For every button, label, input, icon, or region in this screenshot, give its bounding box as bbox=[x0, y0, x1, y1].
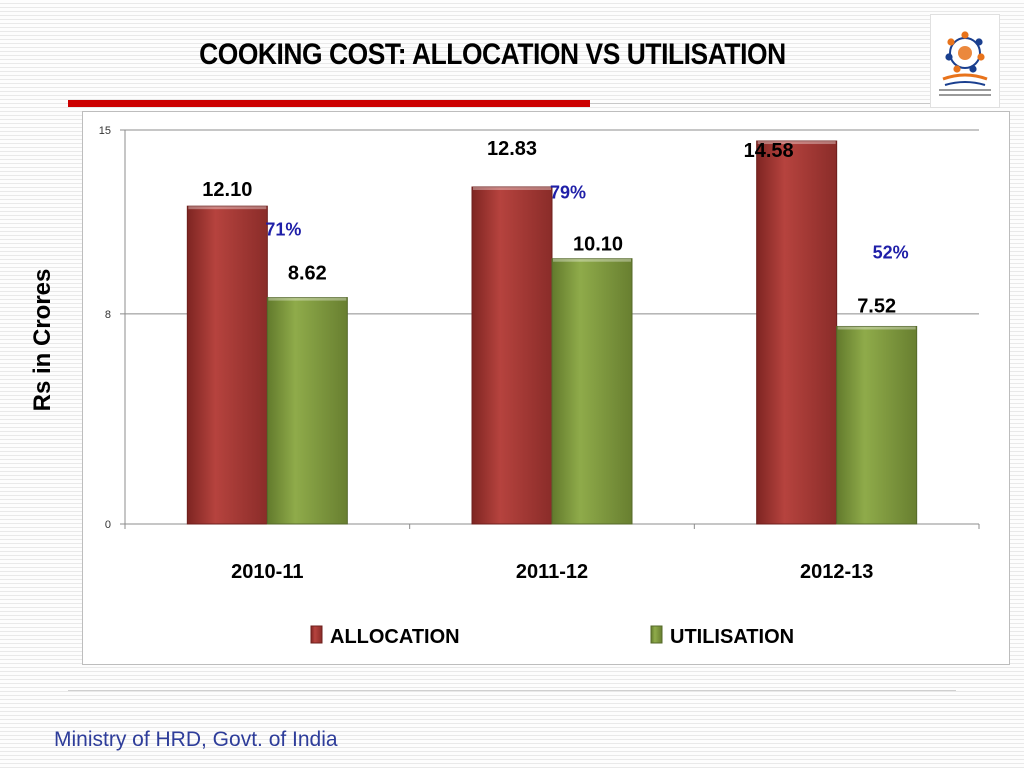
bar-highlight bbox=[837, 326, 916, 330]
mid-day-meal-logo bbox=[930, 14, 1000, 108]
bar-highlight bbox=[757, 141, 836, 145]
x-tick-label: 2010-11 bbox=[231, 561, 303, 583]
data-label: 7.52 bbox=[857, 295, 896, 317]
slide-title: COOKING COST: ALLOCATION VS UTILISATION bbox=[199, 38, 786, 71]
bar-allocation-2012-13 bbox=[756, 140, 838, 525]
bar-allocation-2010-11 bbox=[186, 205, 268, 525]
legend-label-allocation: ALLOCATION bbox=[330, 626, 460, 648]
bar-utilisation-2010-11 bbox=[266, 297, 348, 525]
data-label: 8.62 bbox=[288, 263, 327, 285]
footer-divider bbox=[68, 690, 956, 691]
x-tick-label: 2012-13 bbox=[800, 561, 873, 583]
bar-utilisation-2011-12 bbox=[551, 258, 633, 525]
title-underline-grey bbox=[590, 103, 930, 104]
legend-swatch-utilisation bbox=[650, 625, 663, 644]
legend-swatch-allocation bbox=[310, 625, 323, 644]
bar-highlight bbox=[188, 206, 267, 210]
utilisation-percent-annotation: 79% bbox=[550, 183, 586, 203]
utilisation-percent-annotation: 52% bbox=[873, 242, 909, 262]
bar-allocation-2011-12 bbox=[471, 186, 553, 525]
bar-highlight bbox=[268, 297, 347, 301]
utilisation-percent-annotation: 71% bbox=[265, 220, 301, 240]
y-axis-label: Rs in Crores bbox=[29, 268, 56, 412]
footer-text: Ministry of HRD, Govt. of India bbox=[54, 728, 338, 751]
bar-chart: 0 8 15 12.10 8.62 71% 2010-11 12.83 10.10 79% 201… bbox=[99, 125, 980, 648]
y-tick-label: 15 bbox=[99, 125, 111, 137]
y-tick-label: 8 bbox=[105, 309, 111, 321]
data-label: 14.58 bbox=[744, 140, 794, 162]
x-tick-label: 2011-12 bbox=[516, 561, 588, 583]
bar-utilisation-2012-13 bbox=[836, 325, 918, 525]
chart-frame: 0 8 15 12.10 8.62 71% 2010-11 12.83 10.10 79% 201… bbox=[82, 111, 1010, 665]
data-label: 12.83 bbox=[487, 138, 537, 160]
bar-highlight bbox=[553, 258, 631, 262]
data-label: 12.10 bbox=[202, 179, 252, 201]
data-label: 10.10 bbox=[573, 234, 623, 256]
y-tick-label: 0 bbox=[105, 519, 111, 531]
logo-ring-icon bbox=[939, 31, 991, 96]
title-underline-red bbox=[68, 100, 590, 107]
bar-highlight bbox=[473, 186, 551, 190]
legend-label-utilisation: UTILISATION bbox=[670, 626, 794, 648]
